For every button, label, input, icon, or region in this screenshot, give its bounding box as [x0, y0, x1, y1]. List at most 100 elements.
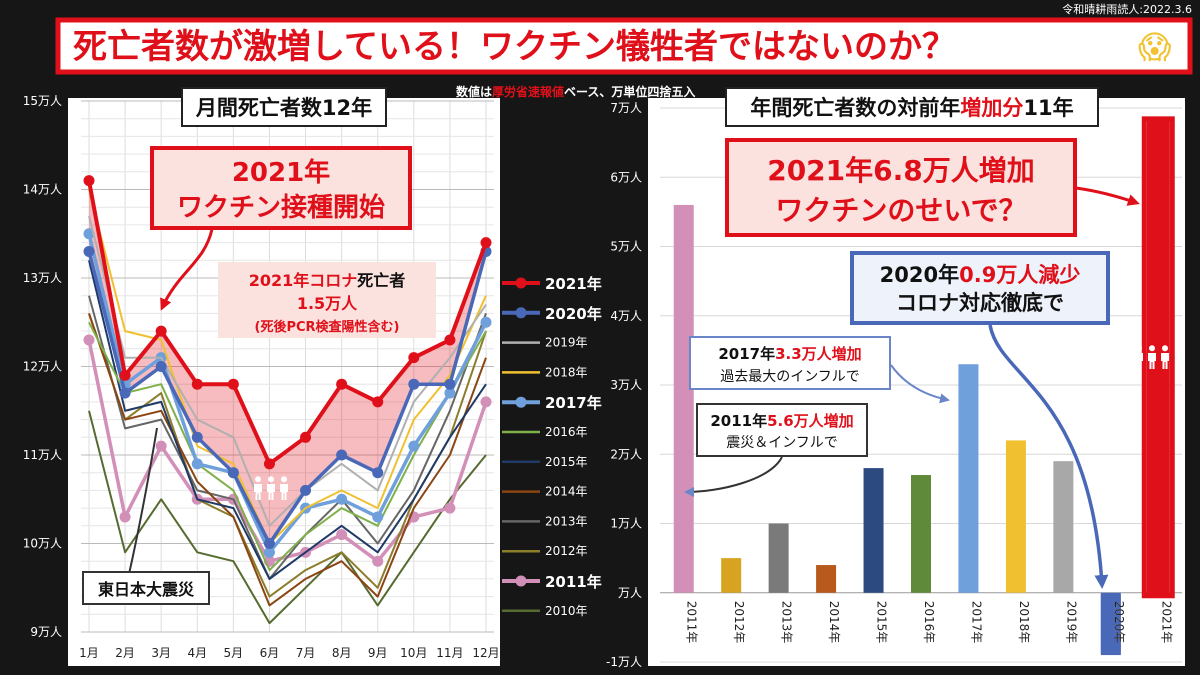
series-line-2021年 — [87, 180, 488, 466]
corona-callout-line3: (死後PCR検査陽性含む) — [255, 319, 400, 335]
x-tick-label-2013年: 2013年 — [780, 601, 794, 644]
legend-label-2013年: 2013年 — [545, 514, 588, 528]
vaccine-callout-line2: ワクチン接種開始 — [177, 193, 385, 223]
x-tick-label-2020年: 2020年 — [1112, 601, 1126, 644]
credit-text: 令和晴耕雨読人:2022.3.6 — [1062, 2, 1192, 16]
right-y-tick-label: 万人 — [618, 586, 642, 600]
right-y-tick-label: 1万人 — [610, 517, 642, 531]
series-line-2019年 — [88, 215, 487, 527]
x-tick-label-2012年: 2012年 — [732, 601, 746, 644]
bar-2012年 — [721, 558, 742, 593]
series-point-2011年 — [83, 334, 95, 346]
legend-label-2010年: 2010年 — [545, 604, 588, 618]
vaccine-callout-line1: 2021年 — [232, 157, 330, 188]
callout-2021-line1: 2021年6.8万人増加 — [767, 154, 1035, 187]
line-series-group — [83, 175, 492, 625]
left-x-tick-label: 10月 — [400, 646, 427, 660]
right-y-tick-label: 4万人 — [610, 309, 642, 323]
x-tick-label-2017年: 2017年 — [969, 601, 983, 644]
right-y-tick-label: 6万人 — [610, 170, 642, 184]
series-point-2021年 — [444, 334, 456, 346]
left-y-tick-label: 13万人 — [23, 271, 62, 285]
legend-label-2014年: 2014年 — [545, 485, 588, 499]
left-x-tick-label: 1月 — [79, 646, 99, 660]
left-y-tick-label: 14万人 — [23, 183, 62, 197]
series-point-2021年 — [300, 431, 312, 443]
right-title-box — [725, 87, 1099, 127]
right-y-tick-label: 2万人 — [610, 447, 642, 461]
legend-label-2021年: 2021年 — [545, 275, 602, 293]
callout-2017-line1: 2017年3.3万人増加 — [718, 345, 861, 363]
vaccine-callout-box — [150, 146, 412, 230]
legend-label-2015年: 2015年 — [545, 455, 588, 469]
callout-2020-box — [850, 251, 1110, 325]
series-point-2021年 — [119, 369, 131, 381]
vaccine-arrow — [160, 228, 214, 311]
quake-pointer — [128, 427, 158, 575]
corona-callout-line1: 2021年コロナ死亡者 — [249, 271, 406, 290]
bar-2020-label-bg — [1100, 594, 1121, 653]
series-point-2020年 — [155, 361, 167, 372]
series-point-2020年 — [336, 449, 348, 461]
left-x-tick-label: 4月 — [187, 646, 207, 660]
legend-label-2011年: 2011年 — [545, 573, 602, 591]
series-point-2021年 — [191, 378, 203, 390]
series-point-2017年 — [408, 440, 420, 452]
series-point-2011年 — [119, 511, 131, 523]
series-line-2014年 — [88, 313, 487, 607]
series-point-2020年 — [119, 387, 131, 399]
left-y-tick-label: 11万人 — [23, 448, 62, 462]
headline-box — [55, 17, 1193, 75]
callout-2011-arrow — [684, 456, 783, 497]
series-line-2017年 — [87, 233, 488, 555]
series-line-2013年 — [88, 295, 487, 580]
legend-marker-2021年 — [515, 277, 527, 289]
bar-2011年 — [673, 204, 694, 593]
series-line-2016年 — [88, 321, 487, 572]
quake-label-box — [82, 571, 210, 605]
series-point-2021年 — [263, 458, 275, 470]
quake-label: 東日本大震災 — [98, 580, 195, 599]
right-y-tick-label: 7万人 — [610, 101, 642, 115]
bar-2016年 — [911, 475, 931, 593]
bar-2013年 — [768, 523, 789, 593]
series-point-2017年 — [336, 493, 348, 505]
callout-2017-arrow — [890, 364, 950, 404]
left-x-tick-label: 3月 — [151, 646, 171, 660]
right-y-axis: -1万人 万人 1万人 2万人 3万人 4万人 5万人 6万人 7万人 — [606, 101, 642, 669]
left-y-tick-label: 12万人 — [23, 360, 62, 374]
x-tick-label-2016年: 2016年 — [922, 601, 936, 644]
x-tick-label-2018年: 2018年 — [1017, 601, 1031, 644]
series-point-2017年 — [83, 228, 95, 240]
callout-2021-line2: ワクチンのせいで？ — [775, 194, 1026, 227]
series-point-2017年 — [263, 546, 275, 558]
x-tick-label-2021年: 2021年 — [1159, 601, 1173, 644]
series-point-2011年 — [372, 555, 384, 567]
left-x-axis: 1月 2月 3月 4月 5月 6月 7月 8月 9月 10月 11月 12月 — [79, 646, 499, 660]
series-line-2010年 — [88, 410, 487, 625]
legend: 2021年 2020年 2019年 2018年 2017年 2016年 2015年 2014年… — [502, 275, 602, 618]
legend-marker-2017年 — [515, 396, 527, 408]
legend-label-2018年: 2018年 — [545, 365, 588, 379]
left-y-tick-label: 15万人 — [23, 94, 62, 108]
x-tick-label-2011年: 2011年 — [685, 601, 699, 644]
legend-label-2017年: 2017年 — [545, 394, 602, 412]
left-x-tick-label: 9月 — [368, 646, 388, 660]
x-tick-label-2014年: 2014年 — [827, 601, 841, 644]
series-point-2020年 — [444, 378, 456, 390]
left-y-axis: 9万人 10万人 11万人 12万人 13万人 14万人 15万人 — [23, 94, 62, 639]
series-point-2021年 — [83, 175, 95, 187]
corona-callout-line2: 1.5万人 — [297, 294, 358, 313]
x-tick-label-2019年: 2019年 — [1064, 601, 1078, 644]
left-chart-title: 月間死亡者数12年 — [195, 96, 372, 120]
right-y-tick-label: 3万人 — [610, 378, 642, 392]
series-point-2020年 — [191, 431, 203, 443]
right-y-tick-label: 5万人 — [610, 240, 642, 254]
legend-label-2019年: 2019年 — [545, 336, 588, 350]
left-x-tick-label: 11月 — [436, 646, 463, 660]
left-x-tick-label: 2月 — [115, 646, 135, 660]
callout-2017-line2: 過去最大のインフルで — [720, 369, 860, 385]
series-point-2011年 — [444, 502, 456, 514]
series-point-2020年 — [263, 538, 275, 549]
series-point-2021年 — [480, 237, 492, 249]
